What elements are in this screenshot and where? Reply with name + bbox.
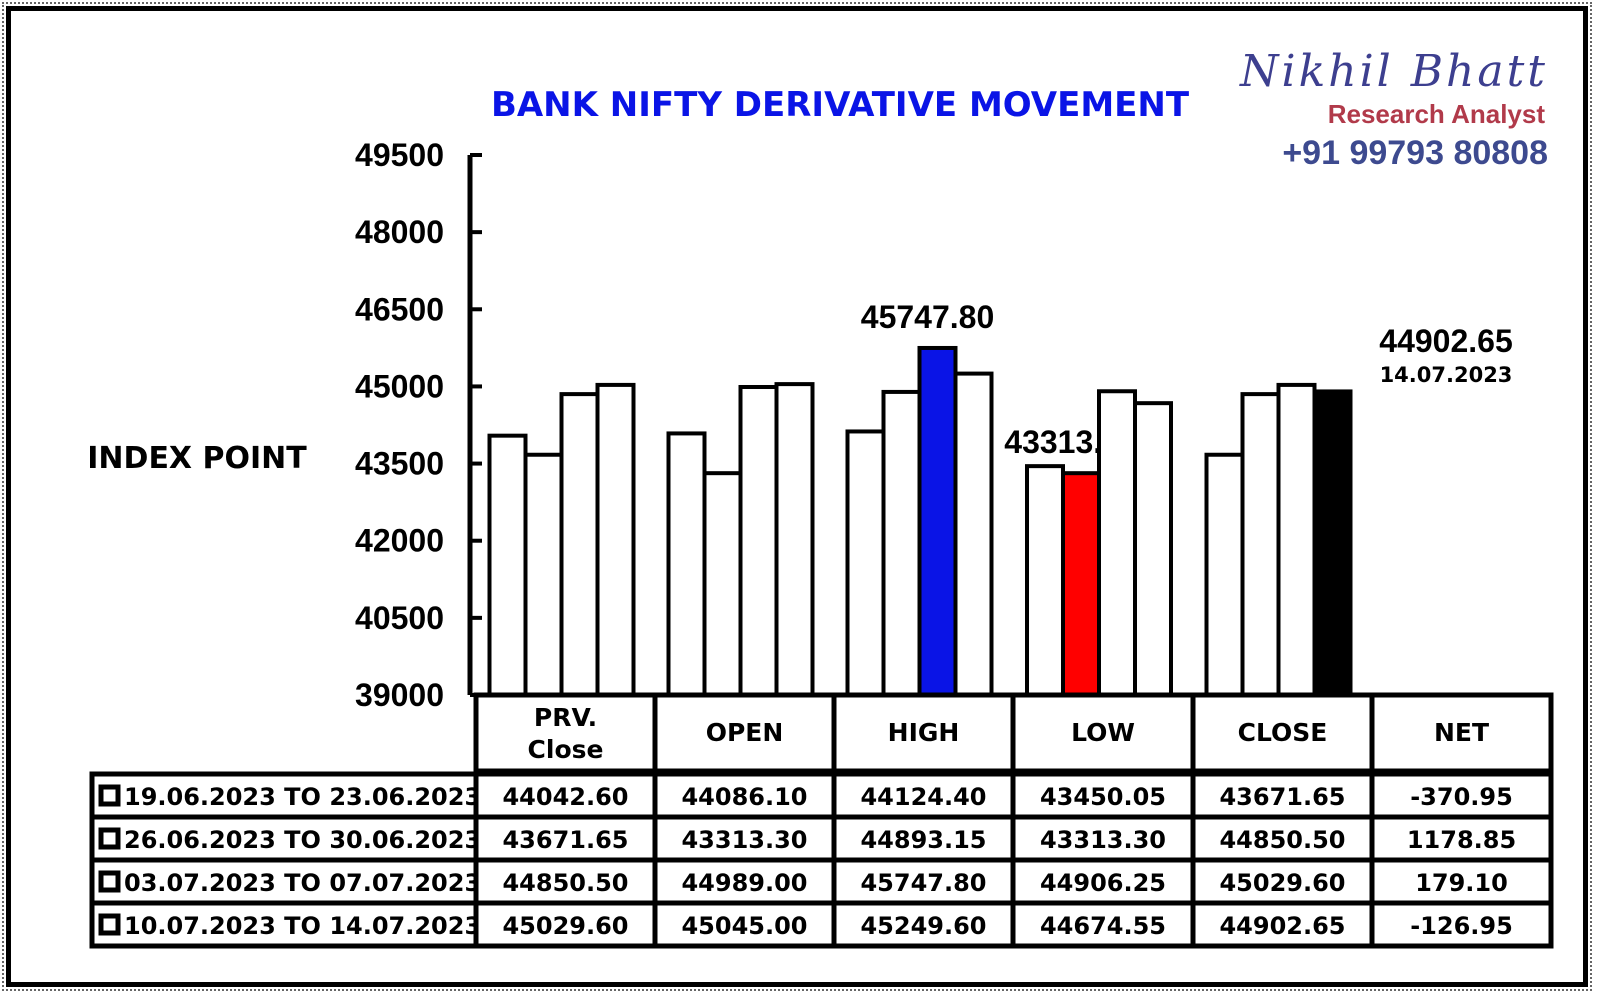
y-tick-label: 40500 [355,600,444,636]
table-cell-value: 44902.65 [1219,912,1345,940]
bar [1061,471,1101,698]
table-cell-value: 44086.10 [681,783,807,811]
bar [1133,401,1173,697]
y-tick-label: 49500 [355,137,444,173]
bar [1240,392,1281,697]
bar [738,384,779,697]
table-cell-value: 43313.30 [681,826,807,854]
bar [559,392,600,697]
table-cell [1369,857,1554,906]
table-header-cell [831,692,1016,774]
bar [666,431,707,697]
data-sublabel: 14.07.2023 [1380,363,1513,387]
x-category-label: HIGH [888,718,960,747]
table-cell [473,900,658,949]
legend-entry: 10.07.2023 TO 14.07.2023 [124,912,481,940]
brand-phone: +91 99793 80808 [1282,134,1548,172]
table-cell-value: 1178.85 [1407,826,1516,854]
table-cell-value: 43671.65 [1219,783,1345,811]
table-header-cell [1190,692,1375,774]
table-cell-value: 45045.00 [681,912,807,940]
table-cell-value: 44124.40 [860,783,986,811]
legend-entry: 26.06.2023 TO 30.06.2023 [124,826,481,854]
data-label: 45747.80 [861,299,994,335]
table-cell-value: 43671.65 [502,826,628,854]
y-axis-label: INDEX POINT [87,441,307,476]
table-cell-value: 44906.25 [1040,869,1166,897]
table-cell-value: -126.95 [1410,912,1513,940]
table-cell-value: 45029.60 [1219,869,1345,897]
table-cell [1369,900,1554,949]
data-label: 44902.65 [1379,323,1512,359]
y-tick-label: 39000 [355,677,444,713]
table-cell-value: 44674.55 [1040,912,1166,940]
y-tick-label: 48000 [355,214,444,250]
y-tick-label: 42000 [355,523,444,559]
bar [845,429,886,697]
table-header-cell [473,692,658,774]
table-header-cell [1010,692,1196,774]
y-tick-label: 43500 [355,446,444,482]
table-cell-value: 45249.60 [860,912,986,940]
legend-swatch [98,870,121,893]
table-cell-value: 44850.50 [1219,826,1345,854]
x-category-label: PRV. [534,703,597,732]
table-cell-value: 43450.05 [1040,783,1166,811]
table-cell [1369,814,1554,863]
x-category-label: Close [528,735,604,764]
table-cell-value: 45029.60 [502,912,628,940]
bar [702,471,743,698]
data-table: PRV. Close OPEN HIGH LOW CLOSE NET 19.06.2023 T… [89,692,1554,949]
table-cell-value: 45747.80 [860,869,986,897]
x-category-label: NET [1434,718,1489,747]
bar [487,433,528,697]
table-cell-value: 43313.30 [1040,826,1166,854]
table-cell [1010,900,1196,949]
bar [1025,464,1065,697]
table-header-cell [652,692,837,774]
table-cell-value: -370.95 [1410,783,1513,811]
bar [881,389,922,697]
legend-entry: 19.06.2023 TO 23.06.2023 [124,783,481,811]
brand-name: Nikhil Bhatt [1239,46,1548,97]
y-tick-label: 45000 [355,368,444,404]
bar [523,452,564,697]
table-cell-value: 44042.60 [502,783,628,811]
bar [1312,389,1353,697]
table-cell-value: 179.10 [1415,869,1508,897]
table-cell [831,814,1016,863]
table-cell-value: 44989.00 [681,869,807,897]
bar [953,371,994,697]
x-category-label: OPEN [706,718,784,747]
table-header-cell [1369,692,1554,774]
table-cell [831,900,1016,949]
y-tick-label: 46500 [355,291,444,327]
bar [917,345,958,697]
legend-swatch [98,784,121,807]
table-cell [1190,900,1375,949]
bar [1204,452,1245,697]
table-cell-value: 44893.15 [860,826,986,854]
table-cell [1010,857,1196,906]
x-category-label: LOW [1071,718,1135,747]
plot-area: 49500 48000 46500 45000 43500 42000 40500 39000… [355,137,1513,713]
bar [1097,389,1137,697]
legend-entry: 03.07.2023 TO 07.07.2023 [124,869,481,897]
legend-swatch [98,913,121,936]
bar [1276,382,1317,697]
bar [774,382,815,697]
legend-swatch [98,827,121,850]
table-cell-value: 44850.50 [502,869,628,897]
chart-title: BANK NIFTY DERIVATIVE MOVEMENT [491,85,1190,125]
bar [595,382,636,697]
brand-role: Research Analyst [1328,99,1546,129]
x-category-label: CLOSE [1238,718,1328,747]
